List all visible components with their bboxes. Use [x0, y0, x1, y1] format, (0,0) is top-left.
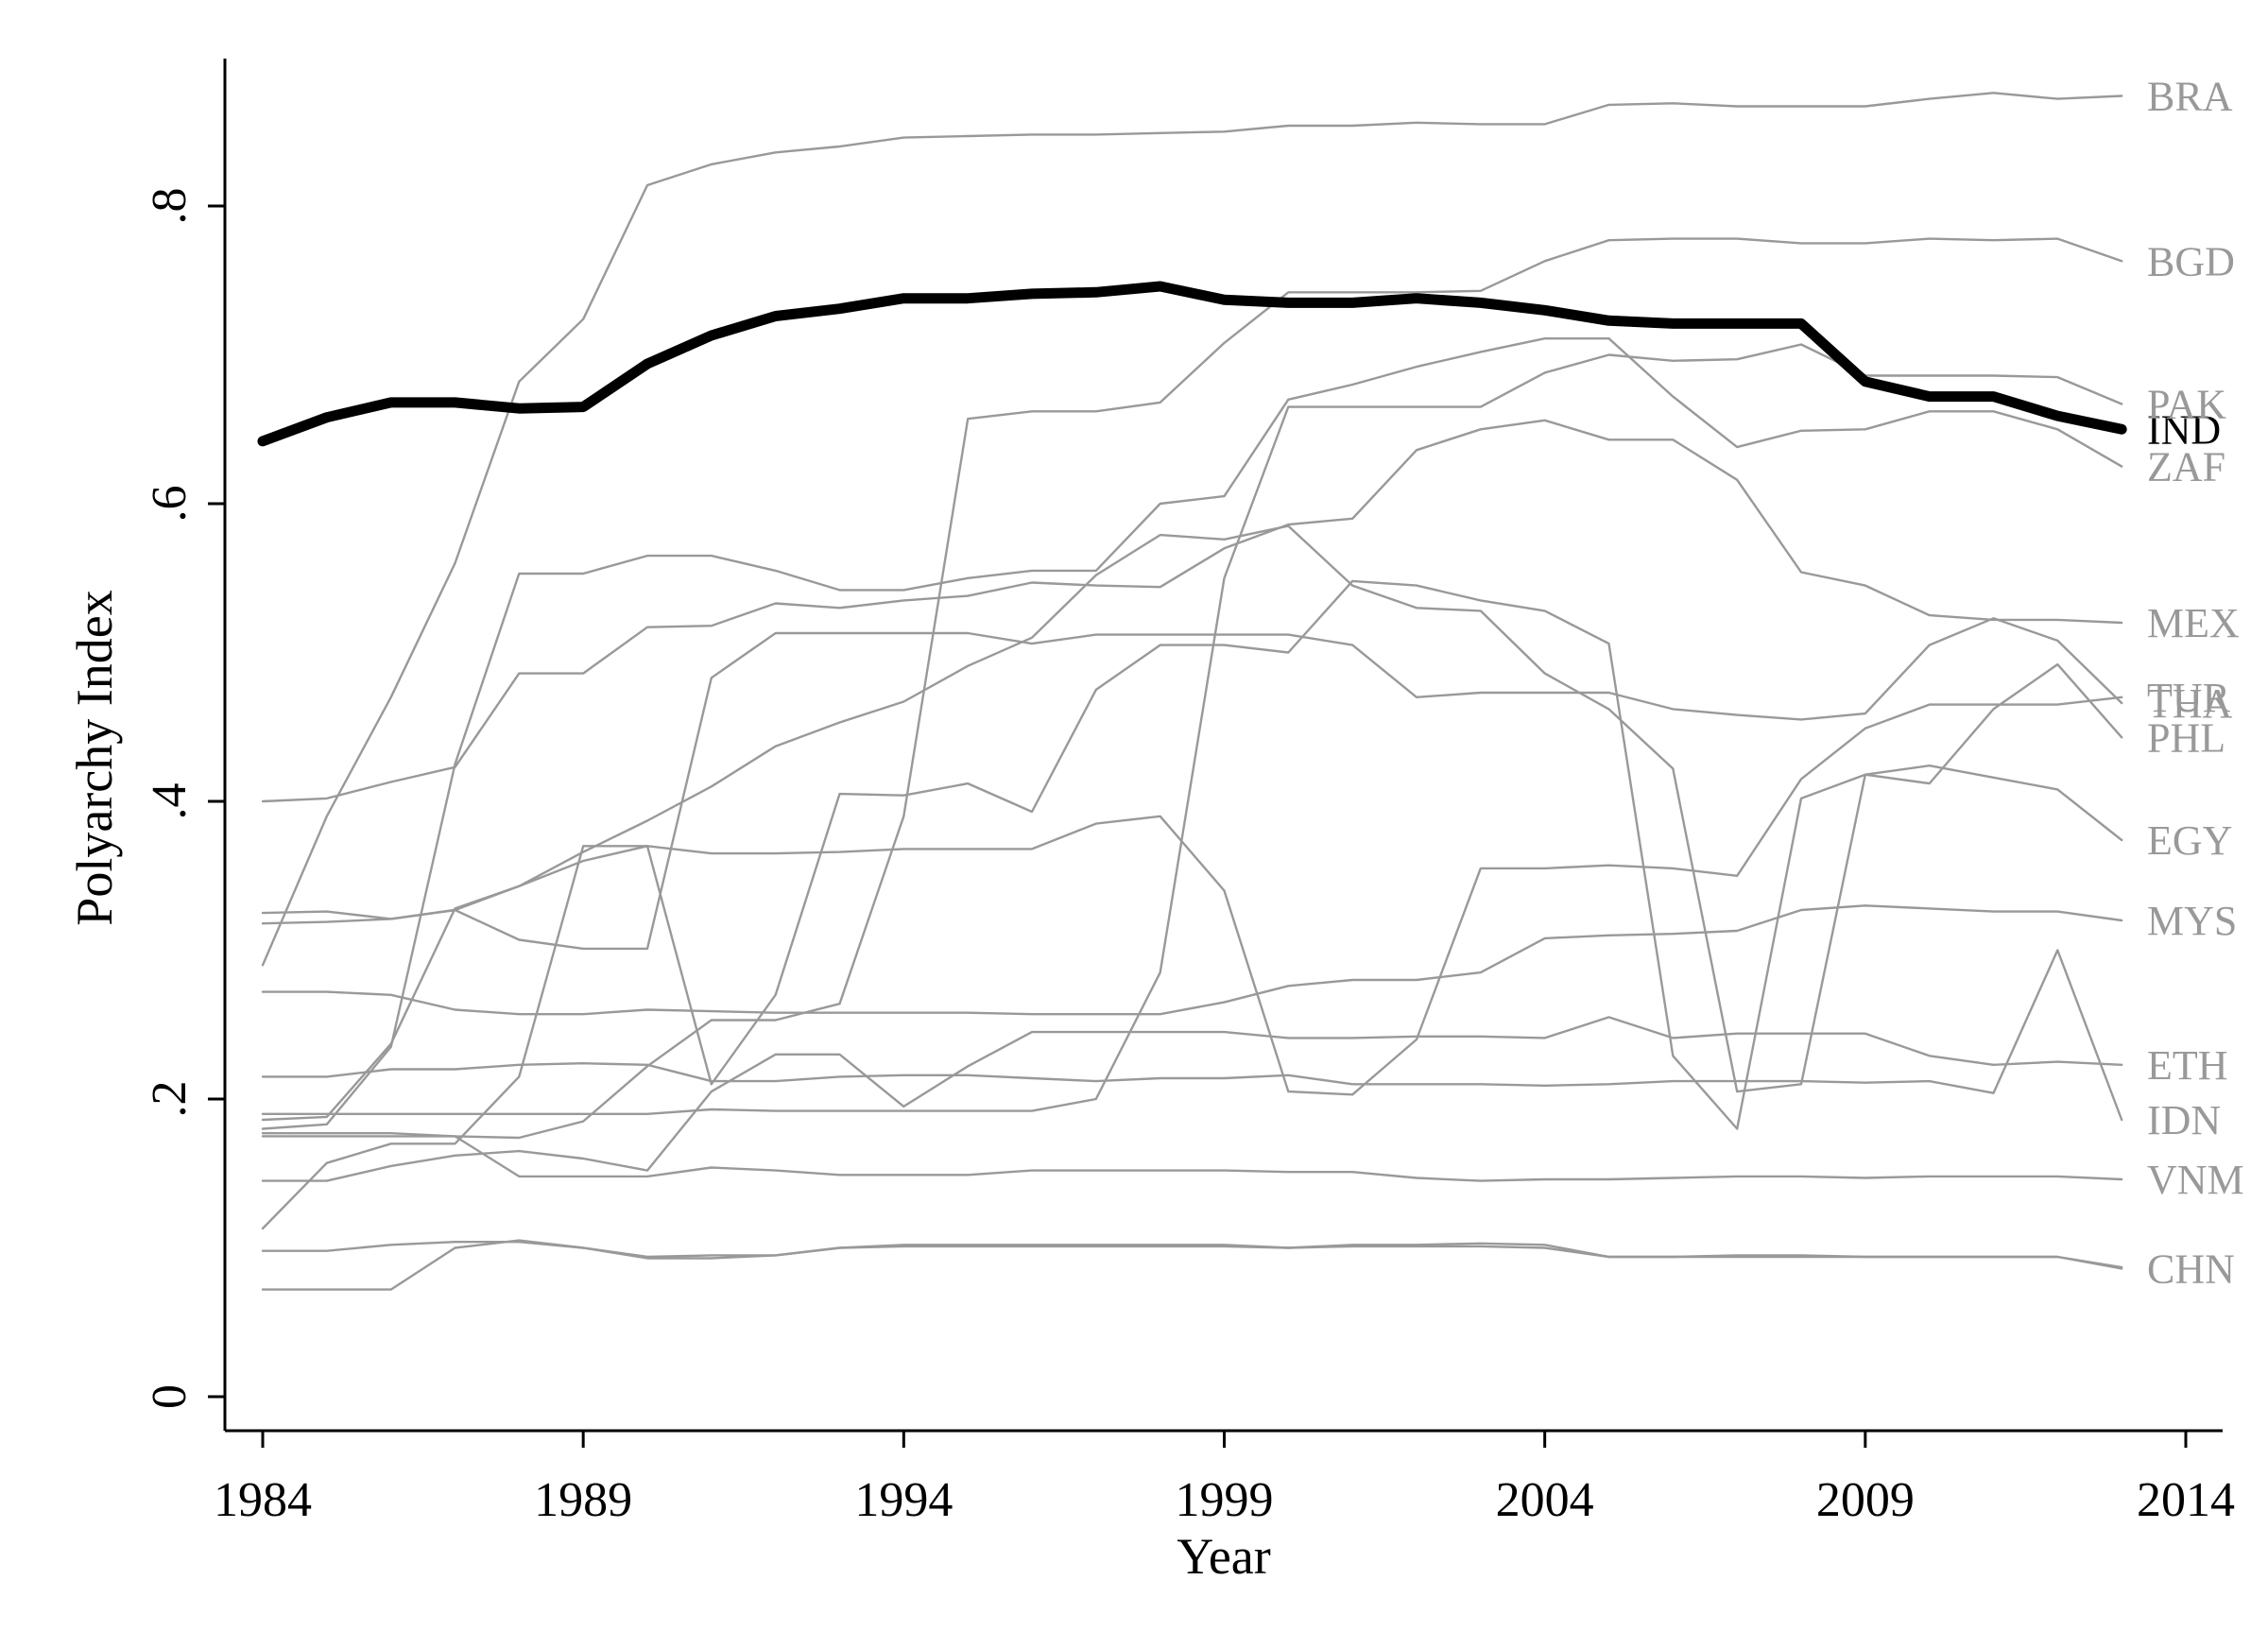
y-tick-label-0: 0 [143, 1384, 197, 1409]
series-label-ind: IND [2147, 406, 2221, 453]
series-label-tur: TUR [2147, 675, 2231, 721]
series-label-vnm: VNM [2147, 1157, 2244, 1203]
y-tick-label-4: .8 [143, 188, 197, 225]
series-line-pak [261, 343, 2123, 1115]
series-line-idn [261, 949, 2123, 1122]
y-tick-label-2: .4 [143, 783, 197, 820]
series-label-mex: MEX [2147, 600, 2240, 646]
series-line-phl [261, 579, 2123, 1230]
x-tick-label-1989: 1989 [534, 1473, 632, 1527]
series-label-phl: PHL [2147, 714, 2225, 761]
series-line-ind [257, 281, 2127, 447]
series-label-pak: PAK [2147, 382, 2226, 428]
series-line-eth [261, 1016, 2123, 1182]
x-tick-label-2014: 2014 [2137, 1473, 2235, 1527]
y-axis-title: Polyarchy Index [66, 590, 123, 925]
x-ticks: 1984 1989 1994 1999 2004 2009 2014 [214, 1431, 2235, 1527]
series-label-idn: IDN [2147, 1097, 2221, 1143]
series-line-bgd [261, 237, 2123, 1140]
series-line-tur [261, 696, 2123, 1096]
x-tick-label-1999: 1999 [1176, 1473, 1274, 1527]
series-label-egy: EGY [2147, 817, 2232, 864]
x-tick-label-2009: 2009 [1816, 1473, 1915, 1527]
series-lines [257, 92, 2127, 1291]
y-tick-label-3: .6 [143, 486, 197, 523]
series-label-zaf: ZAF [2147, 444, 2225, 490]
series-line-tha [261, 617, 2123, 951]
series-line-egy [261, 524, 2123, 1122]
series-label-tha: THA [2147, 680, 2233, 727]
x-tick-label-2004: 2004 [1496, 1473, 1594, 1527]
axes [223, 59, 2223, 1433]
series-line-mex [261, 419, 2123, 803]
x-tick-label-1984: 1984 [214, 1473, 312, 1527]
series-line-chn [261, 1239, 2123, 1291]
series-line-zaf [261, 337, 2123, 1130]
series-line-vnm [261, 1135, 2123, 1182]
y-tick-label-1: .2 [143, 1081, 197, 1118]
series-line-unlabeled-14 [261, 1241, 2123, 1269]
series-label-chn: CHN [2147, 1246, 2235, 1293]
x-tick-label-1994: 1994 [854, 1473, 953, 1527]
x-axis-title: Year [1177, 1528, 1271, 1585]
y-ticks: 0 .2 .4 .6 .8 [143, 188, 225, 1409]
series-line-mys [261, 904, 2123, 1016]
series-label-bra: BRA [2147, 74, 2233, 120]
series-label-eth: ETH [2147, 1042, 2228, 1089]
series-label-bgd: BGD [2147, 238, 2235, 284]
series-line-bra [261, 92, 2123, 967]
series-label-mys: MYS [2147, 898, 2237, 944]
